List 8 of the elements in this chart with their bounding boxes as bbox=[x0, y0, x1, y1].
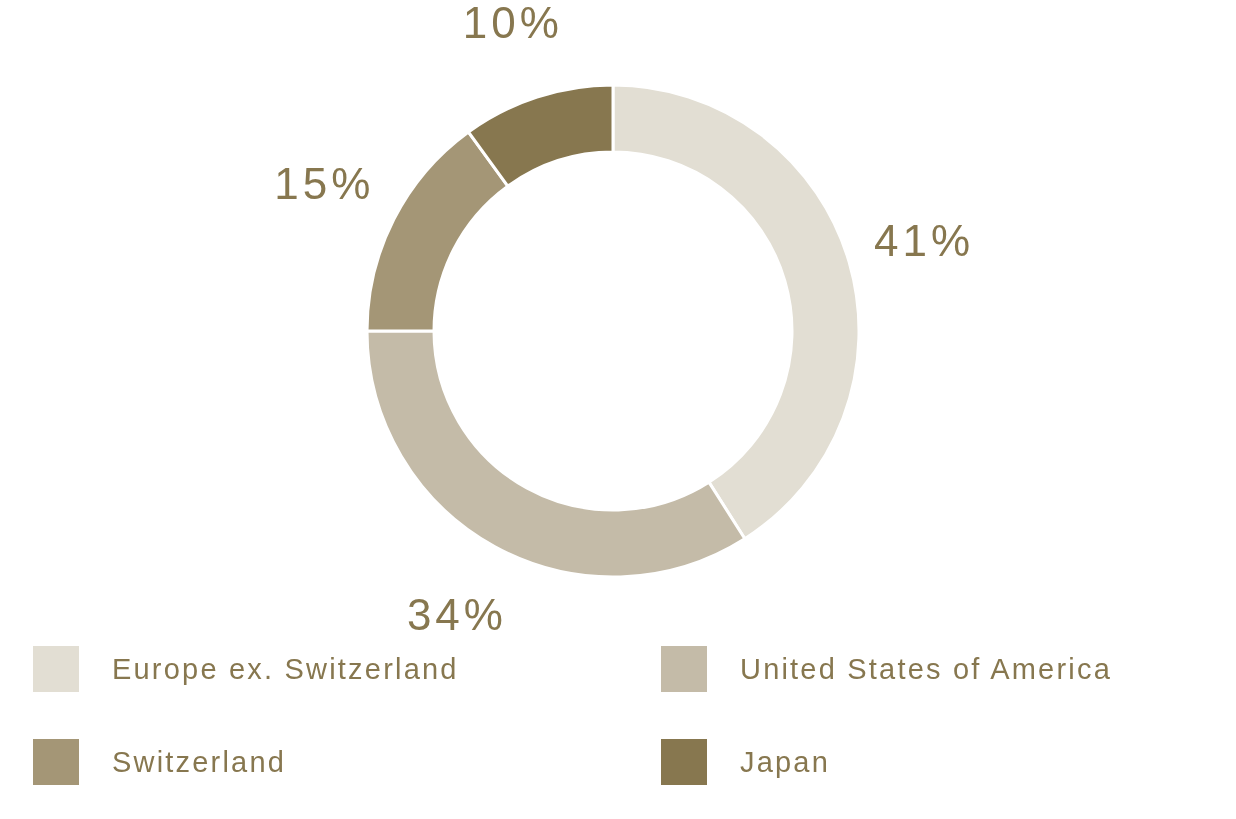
data-label: 15% bbox=[274, 159, 375, 209]
legend-label: Japan bbox=[740, 746, 831, 778]
legend-label: Europe ex. Switzerland bbox=[112, 653, 459, 685]
legend-label: United States of America bbox=[740, 653, 1112, 685]
data-label: 34% bbox=[406, 590, 507, 640]
data-label: 41% bbox=[874, 216, 975, 266]
legend-label: Switzerland bbox=[112, 746, 287, 778]
data-label: 10% bbox=[462, 0, 563, 48]
